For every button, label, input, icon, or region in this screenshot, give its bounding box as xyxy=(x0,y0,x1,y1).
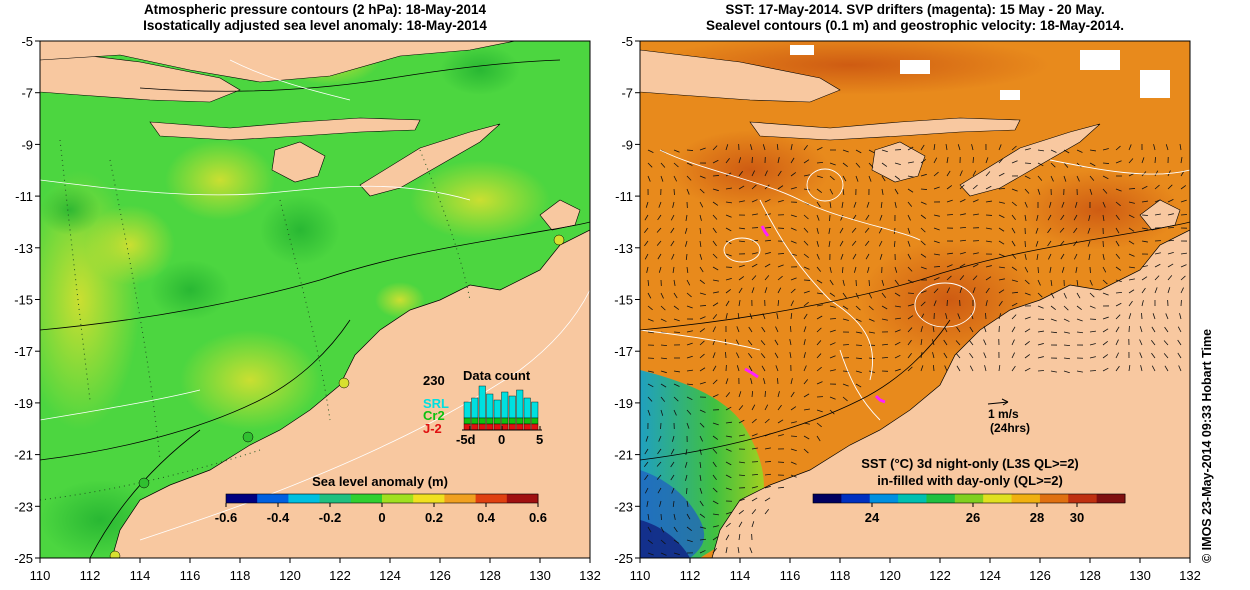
colorbar-tick: -0.4 xyxy=(267,510,290,525)
y-tick-label: -15 xyxy=(14,293,33,308)
x-tick-label: 132 xyxy=(579,568,601,583)
credit-text: © IMOS 23-May-2014 09:33 Hobart Time xyxy=(1190,298,1230,563)
colorbar-tick: -0.2 xyxy=(319,510,341,525)
x-tick-label: 110 xyxy=(30,568,51,583)
colorbar-tick: 0 xyxy=(378,510,385,525)
left-colorbar-label: Sea level anomaly (m) xyxy=(312,474,448,489)
y-tick-label: -13 xyxy=(614,241,633,256)
x-tick-label: 130 xyxy=(1129,568,1151,583)
dc-xtick-2: 0 xyxy=(498,432,505,447)
data-count-title: Data count xyxy=(463,368,531,383)
left-java-land xyxy=(40,49,241,103)
x-tick-label: 112 xyxy=(680,568,701,583)
legend-j2: J-2 xyxy=(423,421,442,436)
left-title-line2: Isostatically adjusted sea level anomaly… xyxy=(143,18,487,33)
x-tick-label: 120 xyxy=(879,568,901,583)
x-tick-label: 126 xyxy=(429,568,451,583)
x-tick-label: 126 xyxy=(1029,568,1051,583)
right-title-line2: Sealevel contours (0.1 m) and geostrophi… xyxy=(706,18,1124,33)
x-tick-label: 118 xyxy=(830,568,851,583)
y-tick-label: -9 xyxy=(21,137,33,152)
left-map-area: Data count 230 SRL Cr2 J-2 -5d 0 5 Sea l… xyxy=(40,41,590,558)
dc-xtick-3: 5 xyxy=(536,432,543,447)
x-tick-label: 132 xyxy=(1179,568,1201,583)
x-tick-label: 128 xyxy=(479,568,501,583)
scale-arrow-label: 1 m/s xyxy=(988,407,1019,421)
x-tick-label: 130 xyxy=(529,568,551,583)
right-colorbar-label2: in-filled with day-only (QL>=2) xyxy=(877,473,1063,488)
right-map-area: 1 m/s (24hrs) SST (°C) 3d night-only (L3… xyxy=(640,41,1190,558)
left-sumba-island xyxy=(271,141,326,183)
right-panel-title: SST: 17-May-2014. SVP drifters (magenta)… xyxy=(640,2,1190,34)
legend-cr2: Cr2 xyxy=(423,408,445,423)
x-tick-label: 116 xyxy=(180,568,201,583)
colorbar-tick: 0.4 xyxy=(477,510,496,525)
y-tick-label: -23 xyxy=(14,499,33,514)
colorbar-tick: 28 xyxy=(1030,510,1044,525)
right-colorbar: 24 26 28 30 xyxy=(812,493,1126,525)
x-tick-label: 114 xyxy=(730,568,751,583)
y-tick-label: -5 xyxy=(21,34,33,49)
y-tick-label: -5 xyxy=(621,34,633,49)
credit-label: © IMOS 23-May-2014 09:33 Hobart Time xyxy=(1200,328,1214,563)
y-tick-label: -7 xyxy=(21,86,33,101)
x-tick-label: 114 xyxy=(130,568,151,583)
data-count-inset: Data count 230 SRL Cr2 J-2 -5d 0 5 xyxy=(423,368,543,447)
colorbar-tick: 24 xyxy=(865,510,880,525)
x-tick-label: 122 xyxy=(329,568,351,583)
data-count-ymax: 230 xyxy=(423,373,445,388)
scale-arrow-sublabel: (24hrs) xyxy=(990,421,1030,435)
y-tick-label: -9 xyxy=(621,137,633,152)
colorbar-tick: 26 xyxy=(966,510,980,525)
x-tick-label: 124 xyxy=(379,568,401,583)
y-tick-label: -11 xyxy=(615,189,633,204)
y-tick-label: -17 xyxy=(14,344,33,359)
colorbar-tick: 0.6 xyxy=(529,510,547,525)
x-tick-label: 122 xyxy=(929,568,951,583)
axis-ticks: 110 112 114 116 118 120 122 124 126 128 130 132 -5 -7… xyxy=(14,34,1201,583)
x-tick-label: 112 xyxy=(80,568,101,583)
y-tick-label: -19 xyxy=(14,396,33,411)
colorbar-tick: -0.6 xyxy=(215,510,237,525)
x-tick-label: 128 xyxy=(1079,568,1101,583)
x-tick-label: 118 xyxy=(230,568,251,583)
left-colorbar: -0.6 -0.4 -0.2 0 0.2 0.4 0.6 xyxy=(215,493,547,525)
right-colorbar-label1: SST (°C) 3d night-only (L3S QL>=2) xyxy=(861,456,1079,471)
left-north-land xyxy=(40,41,590,83)
x-tick-label: 124 xyxy=(979,568,1001,583)
x-tick-label: 116 xyxy=(780,568,801,583)
y-tick-label: -17 xyxy=(614,344,633,359)
y-tick-label: -21 xyxy=(14,448,33,463)
y-tick-label: -7 xyxy=(621,86,633,101)
left-panel-title: Atmospheric pressure contours (2 hPa): 1… xyxy=(40,2,590,34)
y-tick-label: -15 xyxy=(614,293,633,308)
y-tick-label: -25 xyxy=(14,551,33,566)
y-tick-label: -11 xyxy=(15,189,33,204)
left-timor-island xyxy=(359,123,501,197)
left-title-line1: Atmospheric pressure contours (2 hPa): 1… xyxy=(143,2,487,17)
colorbar-tick: 0.2 xyxy=(425,510,443,525)
y-tick-label: -13 xyxy=(14,241,33,256)
right-title-line1: SST: 17-May-2014. SVP drifters (magenta)… xyxy=(725,2,1105,17)
y-tick-label: -19 xyxy=(614,396,633,411)
dc-xtick-1: -5d xyxy=(456,432,476,447)
y-tick-label: -25 xyxy=(614,551,633,566)
y-tick-label: -21 xyxy=(614,448,633,463)
legend-srl: SRL xyxy=(423,396,449,411)
left-australia-land xyxy=(111,229,590,558)
x-tick-label: 110 xyxy=(630,568,651,583)
y-tick-label: -23 xyxy=(614,499,633,514)
left-nusa-tenggara-land xyxy=(149,117,421,141)
colorbar-tick: 30 xyxy=(1070,510,1084,525)
x-tick-label: 120 xyxy=(279,568,301,583)
